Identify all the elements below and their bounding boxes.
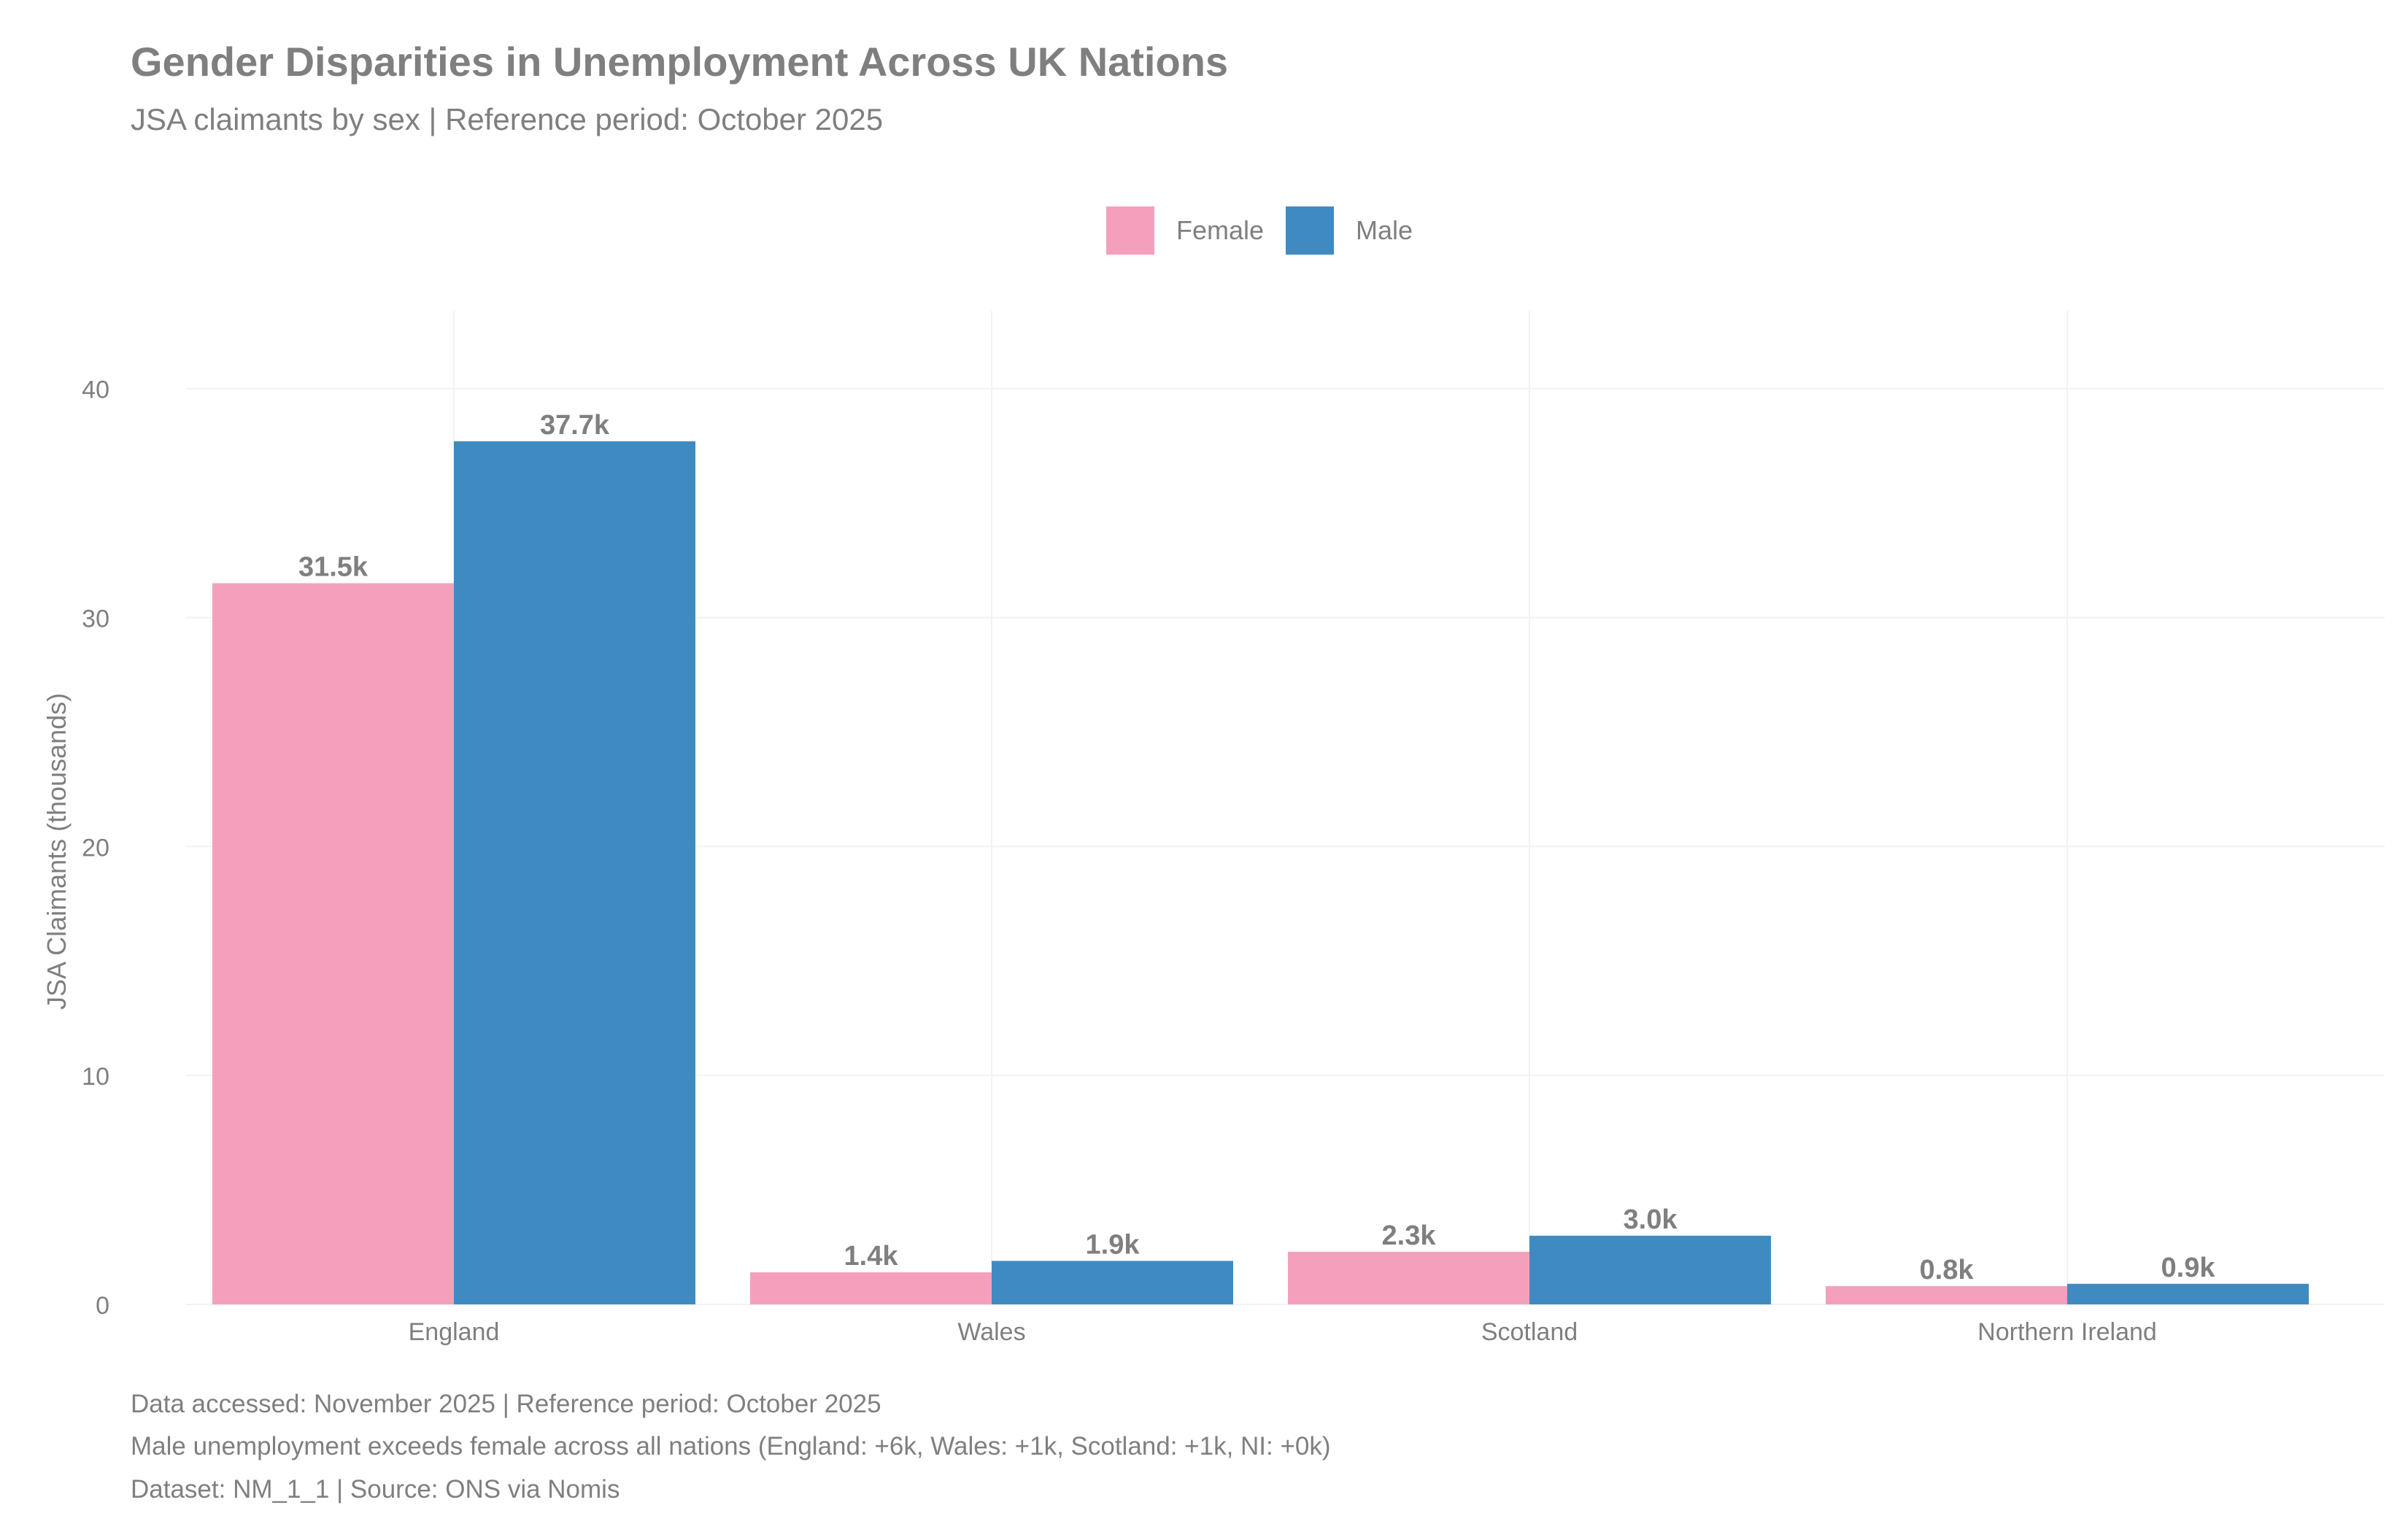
bar-female (212, 583, 454, 1304)
y-tick-label: 40 (82, 376, 109, 404)
bar-value-label: 3.0k (1624, 1204, 1678, 1235)
bar-value-label: 1.9k (1086, 1229, 1141, 1260)
bar-value-label: 0.9k (2161, 1253, 2216, 1283)
bar-female (750, 1272, 992, 1304)
bar-value-label: 31.5k (298, 552, 368, 582)
bar-male (992, 1261, 1233, 1304)
bar-value-label: 37.7k (540, 410, 610, 441)
chart-subtitle: JSA claimants by sex | Reference period:… (131, 102, 884, 136)
legend-key-male (1286, 206, 1335, 255)
bar-value-label: 2.3k (1382, 1220, 1437, 1251)
y-tick-label: 30 (82, 606, 109, 633)
x-tick-label: Scotland (1481, 1318, 1578, 1346)
y-axis-title: JSA Claimants (thousands) (42, 693, 72, 1010)
caption-line-2: Male unemployment exceeds female across … (131, 1432, 1331, 1461)
bar-male (2067, 1283, 2309, 1304)
legend-label-female: Female (1176, 215, 1265, 245)
bar-female (1826, 1285, 2067, 1304)
x-tick-label: Wales (957, 1318, 1025, 1346)
bar-male (1529, 1235, 1771, 1304)
bar-value-label: 0.8k (1920, 1255, 1975, 1285)
legend: Female Male (1106, 206, 1435, 255)
x-tick-label: Northern Ireland (1977, 1318, 2157, 1346)
caption-line-3: Dataset: NM_1_1 | Source: ONS via Nomis (131, 1475, 620, 1504)
y-tick-label: 0 (96, 1292, 109, 1320)
chart-title: Gender Disparities in Unemployment Acros… (131, 39, 1229, 85)
caption-line-1: Data accessed: November 2025 | Reference… (131, 1390, 881, 1418)
legend-key-female (1106, 206, 1154, 255)
bar-value-label: 1.4k (844, 1241, 899, 1272)
y-tick-label: 20 (82, 834, 109, 862)
bar-male (454, 441, 695, 1305)
legend-label-male: Male (1356, 215, 1413, 245)
bar-female (1288, 1251, 1529, 1304)
x-tick-label: England (409, 1318, 500, 1346)
y-tick-label: 10 (82, 1063, 109, 1091)
